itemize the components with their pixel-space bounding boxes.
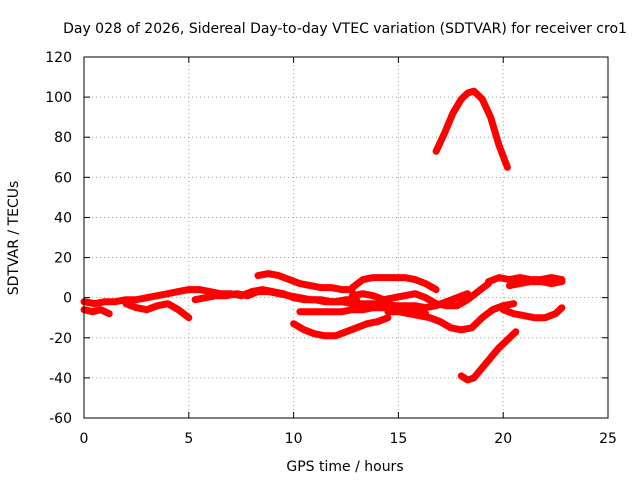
series-arc-10 [384, 300, 518, 334]
x-tick-label: 0 [80, 431, 89, 447]
series-arc-14 [432, 87, 511, 171]
plot-frame [83, 56, 609, 419]
y-tick-label: -60 [49, 411, 72, 427]
y-tick-label: 120 [45, 50, 72, 66]
series-arc-9 [290, 314, 392, 340]
series-arc-3 [122, 300, 193, 322]
x-tick-label: 5 [184, 431, 193, 447]
y-tick-label: 60 [54, 170, 72, 186]
series-arc-15 [457, 328, 520, 384]
x-tick-label: 10 [285, 431, 303, 447]
series-arc-2 [80, 306, 113, 318]
series-arc-5 [254, 270, 356, 294]
y-tick-label: -40 [49, 371, 72, 387]
x-axis-label: GPS time / hours [286, 459, 403, 475]
series-arc-6 [348, 274, 440, 294]
series-arc-13 [499, 304, 566, 322]
chart-title: Day 028 of 2026, Sidereal Day-to-day VTE… [63, 21, 627, 37]
x-tick-label: 15 [389, 431, 407, 447]
axis-ticks: 0 5 10 15 20 25 -60 -40 -20 0 20 40 60 80 100 120 [45, 50, 617, 447]
y-tick-label: 80 [54, 130, 72, 146]
y-tick-label: 0 [63, 291, 72, 307]
y-tick-label: -20 [49, 331, 72, 347]
grid [84, 57, 608, 418]
y-tick-label: 100 [45, 90, 72, 106]
y-axis-label: SDTVAR / TECUs [6, 181, 22, 296]
series-arc-8 [348, 280, 492, 310]
y-tick-label: 20 [54, 251, 72, 267]
series-arc-12 [506, 278, 566, 290]
x-tick-label: 20 [494, 431, 512, 447]
x-tick-label: 25 [599, 431, 617, 447]
series-arc-11 [485, 274, 566, 286]
y-tick-label: 40 [54, 210, 72, 226]
data-series-group [80, 87, 566, 384]
